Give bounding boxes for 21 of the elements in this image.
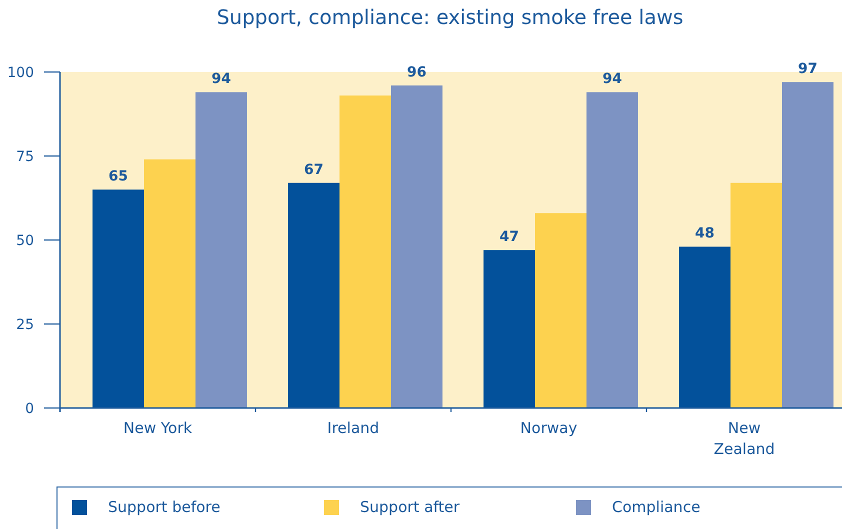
data-label: 47 bbox=[500, 229, 520, 246]
data-label: 94 bbox=[211, 71, 232, 88]
x-tick-label: Ireland bbox=[327, 419, 380, 437]
x-tick-label: Norway bbox=[520, 419, 578, 437]
data-label: 48 bbox=[695, 226, 715, 242]
data-label: 96 bbox=[406, 64, 426, 80]
data-label: 97 bbox=[798, 61, 818, 78]
legend-label: Support after bbox=[360, 498, 460, 516]
x-tick-label: New Zealand bbox=[714, 419, 775, 458]
data-label: 94 bbox=[602, 71, 622, 88]
data-label: 65 bbox=[108, 168, 128, 185]
y-tick-label: 100 bbox=[7, 64, 34, 81]
legend-label: Compliance bbox=[612, 498, 700, 516]
y-tick-label: 75 bbox=[16, 148, 34, 165]
y-tick-label: 50 bbox=[16, 232, 34, 249]
chart-title: Support, compliance: existing smoke free laws bbox=[216, 5, 684, 29]
y-tick-label: 25 bbox=[16, 316, 34, 333]
legend-label: Support before bbox=[108, 498, 220, 516]
data-label: 67 bbox=[304, 162, 324, 178]
x-tick-label: New York bbox=[123, 419, 192, 437]
y-tick-label: 0 bbox=[25, 400, 34, 417]
